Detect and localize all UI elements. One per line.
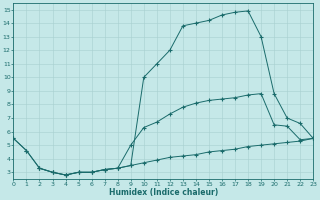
X-axis label: Humidex (Indice chaleur): Humidex (Indice chaleur) [109, 188, 218, 197]
